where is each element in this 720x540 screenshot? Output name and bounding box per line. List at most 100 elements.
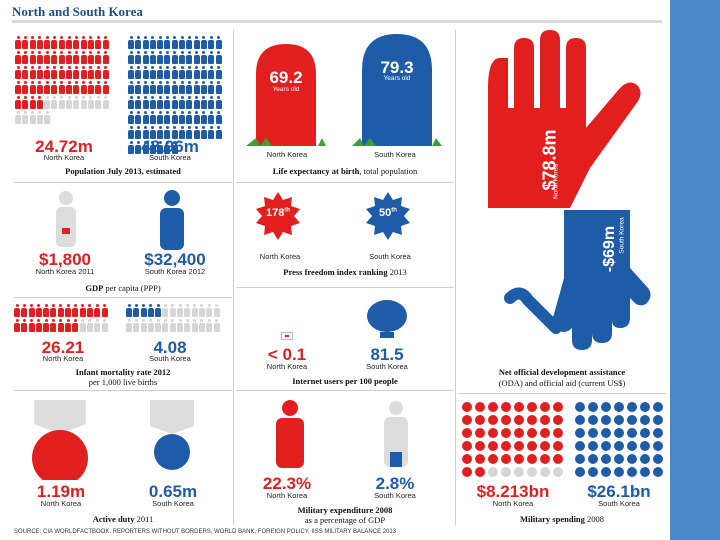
milspend-south-dot — [640, 441, 650, 451]
population-south-person-icon — [142, 141, 149, 154]
milspend-south-dot — [614, 415, 624, 425]
milspend-north-dot — [475, 402, 485, 412]
population-south-person-icon — [157, 51, 164, 64]
milspend-north-dot — [475, 454, 485, 464]
press-north-rank: 178th — [265, 207, 291, 219]
infant-south-person-icon — [184, 304, 191, 317]
milspend-north-dot — [488, 454, 498, 464]
population-north-person-icon — [44, 96, 51, 109]
milspend-south-dot — [653, 402, 663, 412]
milspend-north-label: North Korea — [492, 499, 534, 508]
population-south-person-icon — [135, 66, 142, 79]
milspend-caption: Military spending 2008 — [519, 514, 605, 524]
population-north-person-icon — [44, 111, 51, 124]
population-south-person-icon — [135, 96, 142, 109]
infant-north-person-icon — [86, 319, 93, 332]
population-north-person-icon — [15, 96, 21, 109]
population-south-person-icon — [128, 81, 134, 94]
population-south-person-icon — [171, 81, 178, 94]
population-north-person-icon — [87, 81, 94, 94]
population-south-person-icon — [186, 126, 193, 139]
milspend-north-value: $8.213bn — [476, 482, 550, 501]
milspend-south-dot — [575, 454, 585, 464]
population-north-person-icon — [73, 51, 80, 64]
milspend-north-dot — [462, 454, 472, 464]
life-south-label: South Korea — [374, 150, 416, 159]
population-south-person-icon — [149, 51, 156, 64]
population-south-person-icon — [128, 96, 134, 109]
milspend-south-dot — [653, 415, 663, 425]
infant-south-person-icon — [140, 304, 147, 317]
milexp-south-head — [389, 401, 403, 415]
population-north-person-icon — [36, 81, 43, 94]
population-south-label: South Korea — [149, 153, 191, 162]
population-north-person-icon — [22, 96, 29, 109]
population-north-person-icon — [102, 81, 109, 94]
population-south-person-icon — [128, 111, 134, 124]
population-south-person-icon — [186, 96, 193, 109]
north-grass-icon — [246, 138, 326, 146]
aid-caption-bold: Net official development assistance — [498, 367, 626, 377]
population-north-person-icon — [66, 96, 73, 109]
population-north-person-icon — [73, 96, 80, 109]
population-north-person-icon — [15, 66, 21, 79]
population-south-person-icon — [164, 66, 171, 79]
population-south-person-icon — [128, 126, 134, 139]
population-north-person-icon — [29, 111, 36, 124]
milspend-north-dot — [488, 415, 498, 425]
press-north-label: North Korea — [259, 252, 301, 261]
population-north-person-icon — [73, 66, 80, 79]
milspend-north-dot — [540, 428, 550, 438]
milspend-north-dot — [514, 415, 524, 425]
population-north-person-icon — [102, 51, 109, 64]
gdp-south-value: $32,400 — [144, 250, 206, 269]
infant-north-person-icon — [28, 319, 35, 332]
population-north-person-icon — [95, 96, 102, 109]
milspend-south-dot — [575, 402, 585, 412]
infant-north-person-icon — [28, 304, 35, 317]
milspend-north-dot — [462, 467, 472, 477]
milspend-north-dot — [475, 428, 485, 438]
infant-north-person-icon — [43, 319, 50, 332]
population-north-person-icon — [66, 81, 73, 94]
infant-south-person-icon — [162, 319, 169, 332]
population-south-person-icon — [200, 66, 207, 79]
milexp-north-body — [276, 418, 304, 468]
milexp-south-value: 2.8% — [375, 474, 415, 493]
infant-caption-bold: Infant mortality rate 2012 — [75, 367, 171, 377]
milspend-south-dot — [575, 441, 585, 451]
milspend-south-dot — [640, 454, 650, 464]
press-north-badge-icon — [256, 192, 300, 240]
population-north-person-icon — [15, 111, 21, 124]
population-south-person-icon — [186, 111, 193, 124]
milspend-north-dot — [540, 454, 550, 464]
milexp-caption-bold: Military expenditure 2008 — [297, 505, 393, 515]
milspend-south-dot — [653, 441, 663, 451]
milexp-south-portion — [390, 452, 402, 467]
life-south-unit: Years old — [383, 75, 411, 82]
population-north-person-icon — [80, 96, 87, 109]
population-south-person-icon — [149, 111, 156, 124]
population-south-person-icon — [193, 66, 200, 79]
right-background-bar — [670, 0, 720, 540]
population-south-person-icon — [142, 126, 149, 139]
aid-south-value: -$69m — [601, 225, 618, 273]
milspend-north-dot — [540, 467, 550, 477]
milspend-north-dot — [514, 454, 524, 464]
duty-south-ribbon — [150, 400, 194, 434]
internet-south-label: South Korea — [366, 362, 408, 371]
population-north-person-icon — [73, 36, 80, 49]
infant-south-label: South Korea — [149, 354, 191, 363]
duty-caption: Active duty 2011 — [92, 514, 154, 524]
population-south-person-icon — [171, 36, 178, 49]
duty-south-label: South Korea — [152, 499, 194, 508]
milexp-north-label: North Korea — [266, 491, 308, 500]
internet-north-value: < 0.1 — [267, 345, 307, 364]
population-south-person-icon — [215, 126, 222, 139]
divider-row-2-left — [14, 297, 232, 298]
milexp-south-label: South Korea — [374, 491, 416, 500]
population-south-person-icon — [128, 66, 134, 79]
population-north-person-icon — [87, 36, 94, 49]
aid-south-label: South Korea — [618, 217, 626, 254]
population-south-person-icon — [215, 81, 222, 94]
